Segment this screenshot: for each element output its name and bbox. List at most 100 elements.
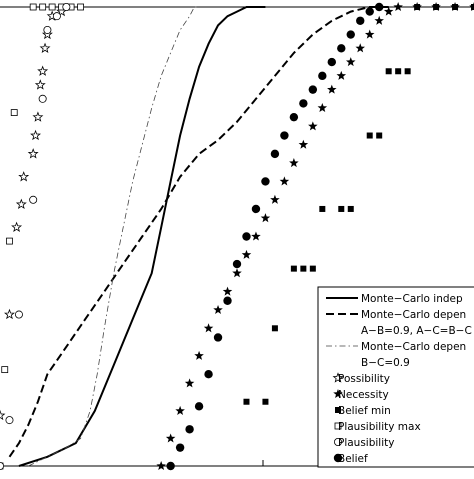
- point-8-8: [242, 232, 251, 241]
- series-5: [243, 4, 474, 405]
- point-6-5: [39, 3, 47, 11]
- legend-swatch-3: [332, 372, 344, 383]
- point-8-7: [232, 259, 242, 269]
- point-3-8: [34, 79, 46, 90]
- point-7-3: [29, 195, 38, 204]
- legend-label-line2-2: B−C=0.9: [361, 357, 410, 369]
- point-7-2: [14, 310, 23, 319]
- point-8-2: [185, 425, 194, 434]
- point-4-7: [222, 286, 233, 296]
- series-line-0: [18, 6, 266, 467]
- point-7-0: [0, 462, 4, 470]
- point-4-15: [298, 139, 309, 149]
- point-5-9: [366, 132, 373, 139]
- series-0: [18, 6, 266, 467]
- series-3: [0, 5, 68, 421]
- point-5-13: [404, 68, 411, 75]
- series-7: [0, 3, 71, 470]
- legend-label-3: Possibility: [338, 373, 390, 385]
- point-7-7: [62, 3, 71, 11]
- point-8-5: [213, 333, 223, 342]
- series-1: [8, 6, 389, 458]
- point-6-3: [10, 109, 18, 116]
- point-8-20: [356, 16, 365, 25]
- point-4-6: [213, 304, 223, 314]
- point-3-11: [41, 28, 53, 40]
- point-6-1: [1, 366, 9, 374]
- point-4-5: [203, 323, 214, 333]
- point-7-5: [43, 25, 52, 34]
- point-6-6: [48, 3, 56, 11]
- point-5-10: [376, 132, 383, 139]
- point-8-9: [251, 204, 261, 214]
- legend-label-0: Monte−Carlo indep: [361, 293, 463, 305]
- point-8-0: [166, 461, 175, 471]
- point-5-7: [338, 205, 345, 212]
- legend-items: Monte−Carlo indep Monte−Carlo depen A−B=0.…: [326, 293, 472, 465]
- point-8-1: [175, 443, 185, 452]
- point-4-12: [270, 194, 280, 204]
- point-8-11: [270, 149, 280, 159]
- point-4-16: [308, 121, 318, 131]
- point-8-14: [299, 99, 308, 108]
- point-4-14: [289, 158, 299, 168]
- legend-label-4: Necessity: [338, 389, 389, 401]
- legend-label-line2-1: A−B=0.9, A−C=B−C: [361, 325, 472, 337]
- point-5-12: [395, 68, 402, 75]
- point-4-3: [184, 378, 195, 388]
- legend-swatch-4: [333, 389, 343, 399]
- point-4-17: [317, 102, 328, 113]
- point-5-0: [243, 398, 250, 405]
- point-6-2: [6, 237, 13, 245]
- point-6-4: [29, 3, 37, 11]
- point-8-19: [346, 30, 355, 39]
- point-5-11: [385, 68, 392, 75]
- legend-box: [317, 286, 474, 468]
- series-layer: [0, 2, 474, 471]
- legend-label-8: Belief: [338, 453, 368, 465]
- point-5-16: [452, 4, 459, 10]
- point-4-1: [165, 433, 176, 443]
- point-5-15: [433, 4, 440, 10]
- point-8-10: [261, 177, 270, 186]
- point-4-2: [175, 405, 185, 415]
- point-4-25: [393, 2, 403, 12]
- point-4-22: [364, 29, 375, 39]
- series-line-1: [8, 6, 389, 458]
- point-4-24: [383, 6, 394, 16]
- legend-swatch-7: [333, 437, 342, 446]
- point-7-1: [5, 416, 14, 425]
- series-2: [28, 6, 200, 467]
- legend-label-2: Monte−Carlo depen: [361, 341, 466, 353]
- point-7-6: [52, 12, 61, 21]
- point-4-9: [241, 249, 252, 259]
- legend-swatch-6: [334, 422, 342, 430]
- point-8-12: [280, 131, 289, 140]
- point-3-1: [4, 308, 15, 320]
- point-5-5: [309, 265, 316, 272]
- legend: Monte−Carlo indep Monte−Carlo depen A−B=0.…: [317, 286, 474, 468]
- point-4-10: [251, 231, 261, 241]
- point-4-18: [327, 84, 337, 94]
- point-3-0: [0, 409, 6, 421]
- point-8-6: [223, 296, 232, 305]
- point-8-17: [327, 57, 336, 67]
- point-7-4: [38, 94, 47, 103]
- point-8-22: [375, 2, 384, 12]
- series-line-2: [28, 6, 200, 467]
- series-6: [0, 3, 84, 470]
- point-5-3: [290, 265, 297, 272]
- point-8-16: [318, 71, 327, 81]
- legend-label-6: Plausibility max: [338, 421, 421, 433]
- point-4-19: [336, 70, 347, 80]
- legend-swatch-5: [335, 407, 341, 413]
- point-8-4: [204, 370, 213, 379]
- point-4-4: [194, 350, 204, 360]
- point-5-17: [471, 4, 474, 10]
- point-8-3: [194, 402, 204, 411]
- point-4-8: [232, 268, 242, 278]
- point-8-21: [365, 7, 374, 16]
- point-8-13: [289, 112, 299, 122]
